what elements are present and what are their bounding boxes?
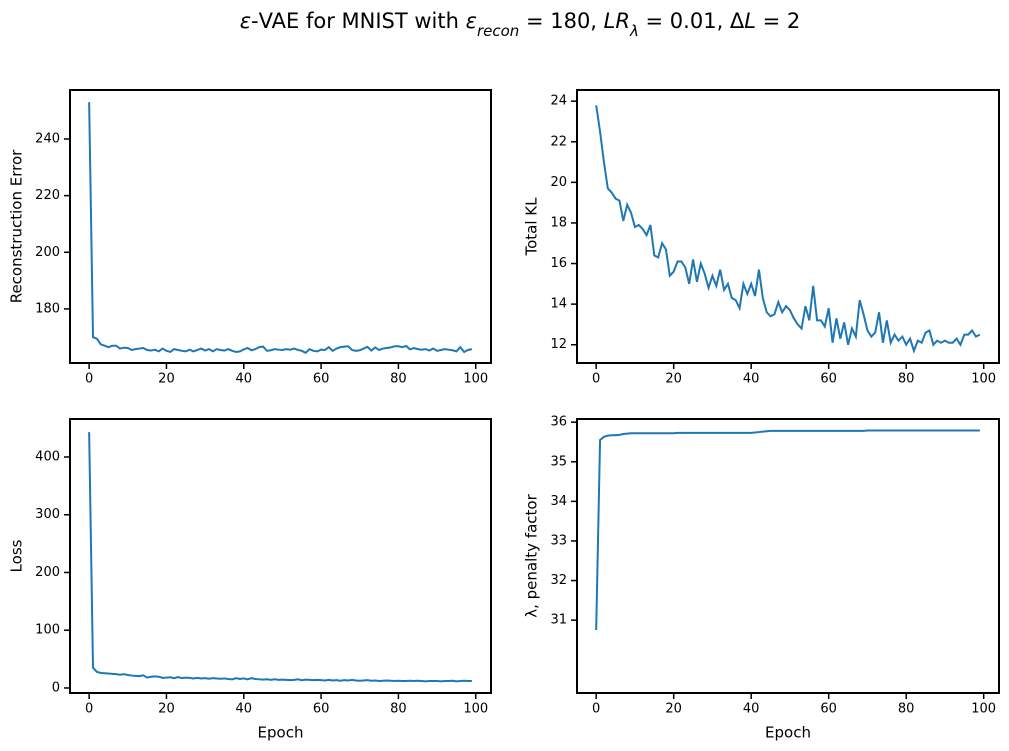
title-part: recon [477,22,519,40]
axes-frame [576,89,1000,364]
x-tick-label: 100 [463,372,488,387]
y-tick-label: 100 [35,623,60,638]
y-tick-label: 32 [550,573,567,588]
x-tick-label: 100 [971,702,996,717]
x-axis-label: Epoch [765,724,811,742]
x-tick-label: 80 [898,372,915,387]
x-tick-label: 60 [313,702,330,717]
y-axis-label: Total KL [523,197,541,257]
y-tick-label: 31 [550,613,567,628]
y-tick-label: 12 [550,337,567,352]
x-tick-label: 20 [665,372,682,387]
x-tick-label: 80 [390,702,407,717]
y-tick-label: 220 [35,188,60,203]
y-tick-label: 180 [35,301,60,316]
y-tick-label: 400 [35,449,60,464]
title-part: = 2 [756,9,800,33]
x-tick-label: 40 [236,372,253,387]
title-part: λ [629,22,639,40]
y-tick-label: 24 [550,94,567,109]
title-part: ε [466,9,477,33]
x-tick-label: 20 [665,702,682,717]
y-tick-label: 33 [550,533,567,548]
x-tick-label: 100 [971,372,996,387]
x-tick-label: 0 [85,372,93,387]
y-tick-label: 240 [35,131,60,146]
y-axis-label: Loss [8,539,26,572]
title-part: -VAE for MNIST with [251,9,466,33]
x-tick-label: 100 [463,702,488,717]
data-line [88,102,473,355]
y-tick-label: 0 [52,680,60,695]
x-tick-label: 60 [313,372,330,387]
x-tick-label: 0 [592,372,600,387]
x-tick-label: 60 [820,372,837,387]
x-tick-label: 20 [158,702,175,717]
y-tick-label: 200 [35,245,60,260]
title-part: LR [604,9,630,33]
x-axis-label: Epoch [258,724,304,742]
x-tick-label: 20 [158,372,175,387]
title-part: = 180, [519,9,603,33]
data-line [88,432,472,683]
y-tick-label: 36 [550,415,567,430]
y-axis-label: Reconstruction Error [8,149,26,303]
title-part: L [744,9,756,33]
axes-frame [69,89,492,364]
y-tick-label: 35 [550,454,567,469]
y-tick-label: 20 [550,175,567,190]
y-tick-label: 16 [550,256,567,271]
data-line [595,429,980,631]
y-tick-label: 34 [550,494,567,509]
title-part: = 0.01, Δ [639,9,745,33]
x-tick-label: 80 [898,702,915,717]
y-tick-label: 18 [550,215,567,230]
y-tick-label: 300 [35,507,60,522]
axes-frame [69,418,492,694]
y-tick-label: 22 [550,134,567,149]
y-axis-label: λ, penalty factor [523,493,541,617]
x-tick-label: 40 [743,372,760,387]
x-tick-label: 40 [743,702,760,717]
y-tick-label: 14 [550,297,567,312]
y-tick-label: 200 [35,565,60,580]
title-part: ε [240,9,251,33]
figure-title: ε-VAE for MNIST with εrecon = 180, LRλ =… [240,9,801,40]
data-line [595,105,981,354]
x-tick-label: 0 [592,702,600,717]
x-tick-label: 60 [820,702,837,717]
x-tick-label: 80 [390,372,407,387]
x-tick-label: 0 [85,702,93,717]
axes-frame [576,418,1000,694]
x-tick-label: 40 [236,702,253,717]
